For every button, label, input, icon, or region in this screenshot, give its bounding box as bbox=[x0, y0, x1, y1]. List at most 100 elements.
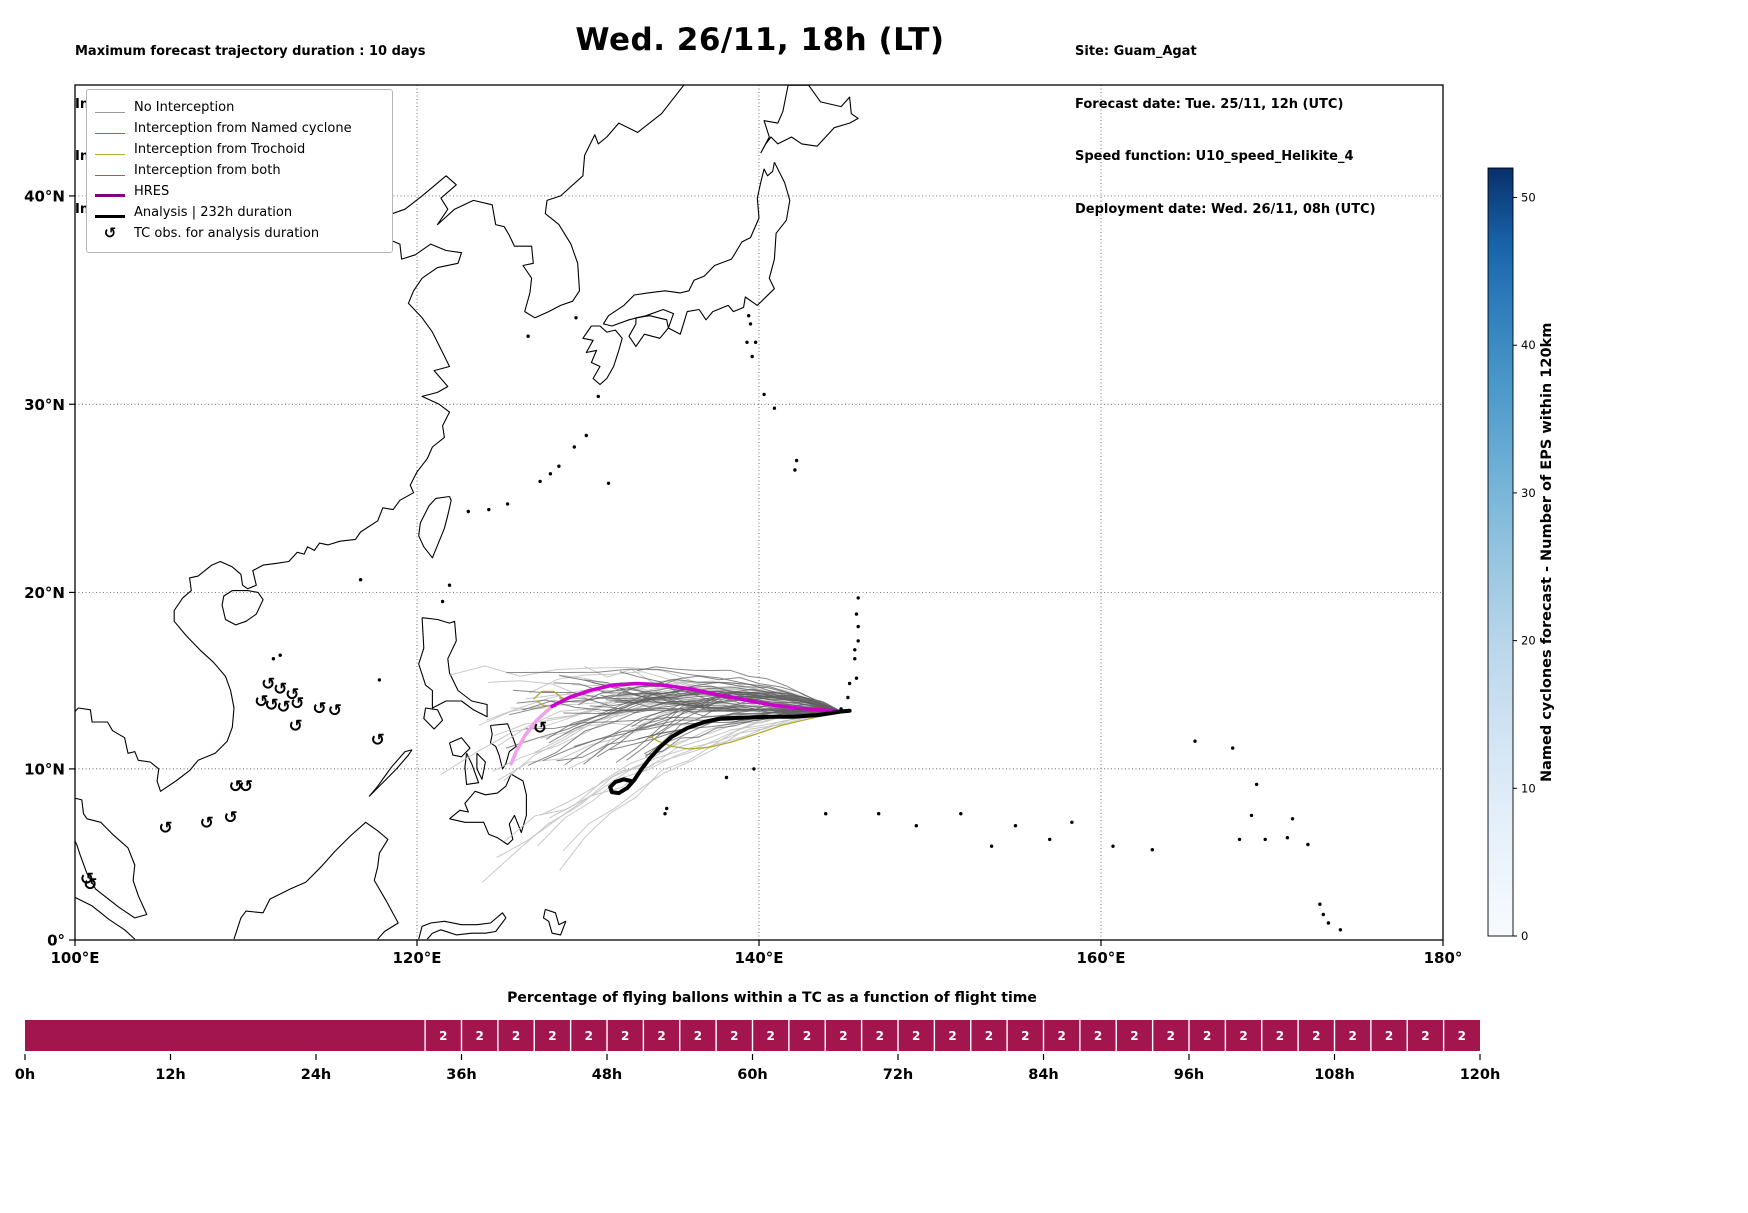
legend-line-swatch bbox=[95, 203, 125, 222]
bar-segment-label: 2 bbox=[1312, 1029, 1320, 1043]
tc-obs-marker: ↺ bbox=[312, 699, 326, 719]
coastline bbox=[628, 315, 669, 347]
map-axis-labels: 100°E 120°E 140°E 160°E 180° 0° 10°N 20°N 30°N 40… bbox=[24, 187, 1462, 967]
coastline bbox=[449, 773, 527, 846]
bar-segment-label: 2 bbox=[1421, 1029, 1429, 1043]
bar-segment-label: 2 bbox=[839, 1029, 847, 1043]
island-dot bbox=[1263, 837, 1267, 842]
island-dot bbox=[665, 806, 669, 811]
legend-item-5: Analysis | 232h duration bbox=[95, 202, 382, 223]
legend-line-swatch bbox=[95, 140, 125, 159]
bar-segment-label: 2 bbox=[585, 1029, 593, 1043]
lat-tick-label: 0° bbox=[47, 932, 65, 950]
bar-segment-label: 2 bbox=[1239, 1029, 1247, 1043]
island-dot bbox=[989, 844, 994, 848]
ensemble-member bbox=[600, 694, 842, 714]
speed-function-text: Speed function: U10_speed_Helikite_4 bbox=[1075, 149, 1354, 164]
island-dot bbox=[856, 596, 860, 600]
bar-segment-label: 2 bbox=[548, 1029, 556, 1043]
analysis-trajectory bbox=[608, 708, 852, 796]
bar-segment-label: 2 bbox=[621, 1029, 629, 1043]
legend-label: TC obs. for analysis duration bbox=[134, 226, 320, 241]
figure-title: Wed. 26/11, 18h (LT) bbox=[575, 22, 945, 58]
ensemble-member bbox=[506, 668, 842, 712]
bar-segment-label: 2 bbox=[1094, 1029, 1102, 1043]
forecast-date-text: Forecast date: Tue. 25/11, 12h (UTC) bbox=[1075, 96, 1344, 112]
tc-obs-marker: ↺ bbox=[285, 685, 299, 705]
tc-obs-marker: ↺ bbox=[276, 697, 290, 717]
ensemble-member-no-interception bbox=[528, 671, 842, 712]
island-dot bbox=[271, 657, 276, 661]
island-dot bbox=[1290, 817, 1295, 821]
legend-line-swatch bbox=[95, 119, 125, 138]
tc-obs-marker: ↺ bbox=[200, 813, 214, 833]
tc-obs-marker: ↺ bbox=[80, 870, 94, 890]
colorbar-tick-label: 50 bbox=[1521, 191, 1536, 205]
legend-item-1: Interception from Named cyclone bbox=[95, 118, 382, 139]
island-dot bbox=[748, 322, 753, 326]
coastlines bbox=[75, 85, 1343, 940]
bottom-x-tick-label: 48h bbox=[592, 1067, 623, 1083]
colorbar-tick-label: 0 bbox=[1521, 929, 1528, 943]
bottom-chart-title: Percentage of flying ballons within a TC… bbox=[507, 990, 1037, 1006]
legend-line bbox=[95, 215, 125, 218]
island-dot bbox=[854, 612, 859, 616]
island-dot bbox=[762, 392, 766, 397]
hres-trajectory bbox=[550, 681, 843, 714]
tc-obs-marker: ↺ bbox=[239, 777, 253, 797]
tc-obs-marker: ↺ bbox=[229, 777, 243, 797]
island-dot bbox=[1321, 912, 1326, 917]
tc-obs-marker: ↺ bbox=[158, 818, 172, 838]
island-dot bbox=[440, 599, 445, 604]
legend-line-swatch bbox=[95, 182, 125, 201]
legend-line bbox=[95, 194, 125, 197]
coastline bbox=[368, 749, 413, 797]
legend-item-6: ↺ TC obs. for analysis duration bbox=[95, 223, 382, 244]
island-dot bbox=[1070, 820, 1074, 824]
bar-segment-label: 2 bbox=[912, 1029, 920, 1043]
bar-segment-label: 2 bbox=[1130, 1029, 1138, 1043]
bar-segment-label: 2 bbox=[1349, 1029, 1357, 1043]
lon-tick-label: 180° bbox=[1424, 949, 1463, 967]
bar-segment-label: 2 bbox=[512, 1029, 520, 1043]
legend-label: HRES bbox=[134, 184, 170, 199]
bar-segment-label: 2 bbox=[985, 1029, 993, 1043]
island-dot bbox=[856, 624, 860, 629]
island-dot bbox=[358, 578, 363, 582]
coastline bbox=[418, 912, 507, 940]
legend-item-0: No Interception bbox=[95, 97, 382, 118]
ensemble-member bbox=[596, 692, 842, 758]
ensemble-member-no-interception bbox=[504, 711, 842, 842]
colorbar-tick-label: 20 bbox=[1521, 634, 1536, 648]
lon-tick-label: 100°E bbox=[50, 949, 99, 967]
island-dot bbox=[606, 481, 611, 485]
bar-segment-label: 2 bbox=[476, 1029, 484, 1043]
ensemble-member-no-interception bbox=[559, 711, 842, 871]
ensemble-member bbox=[639, 693, 842, 715]
coastline bbox=[423, 707, 444, 730]
island-dot bbox=[847, 681, 852, 686]
tc-obs-marker: ↺ bbox=[290, 694, 304, 714]
tc-obs-marker: ↺ bbox=[371, 730, 385, 750]
coastline bbox=[75, 797, 148, 919]
deployment-date-text: Deployment date: Wed. 26/11, 08h (UTC) bbox=[1075, 201, 1376, 217]
tc-obs-marker: ↺ bbox=[328, 701, 342, 721]
ensemble-member bbox=[631, 691, 842, 728]
legend-item-4: HRES bbox=[95, 181, 382, 202]
tc-obs-marker: ↺ bbox=[273, 680, 287, 700]
island-dot bbox=[447, 583, 452, 587]
island-dot bbox=[1249, 813, 1254, 818]
lat-tick-label: 40°N bbox=[24, 187, 65, 205]
ensemble-member bbox=[505, 698, 842, 749]
island-dot bbox=[772, 406, 777, 410]
island-dot bbox=[487, 507, 491, 512]
island-dot bbox=[663, 812, 667, 816]
island-dot bbox=[1338, 928, 1343, 932]
legend-item-3: Interception from both bbox=[95, 160, 382, 181]
island-dot bbox=[1013, 824, 1018, 828]
island-dot bbox=[1318, 902, 1322, 906]
ensemble-member-no-interception bbox=[537, 711, 842, 847]
trajectory-map: ↺↺↺↺↺↺ ↺ ↺ ↺↺↺↺↺↺↺↺↺↺↺100°E 120°E 140°E 160°E 1… bbox=[24, 84, 1462, 967]
legend-line bbox=[95, 175, 125, 176]
